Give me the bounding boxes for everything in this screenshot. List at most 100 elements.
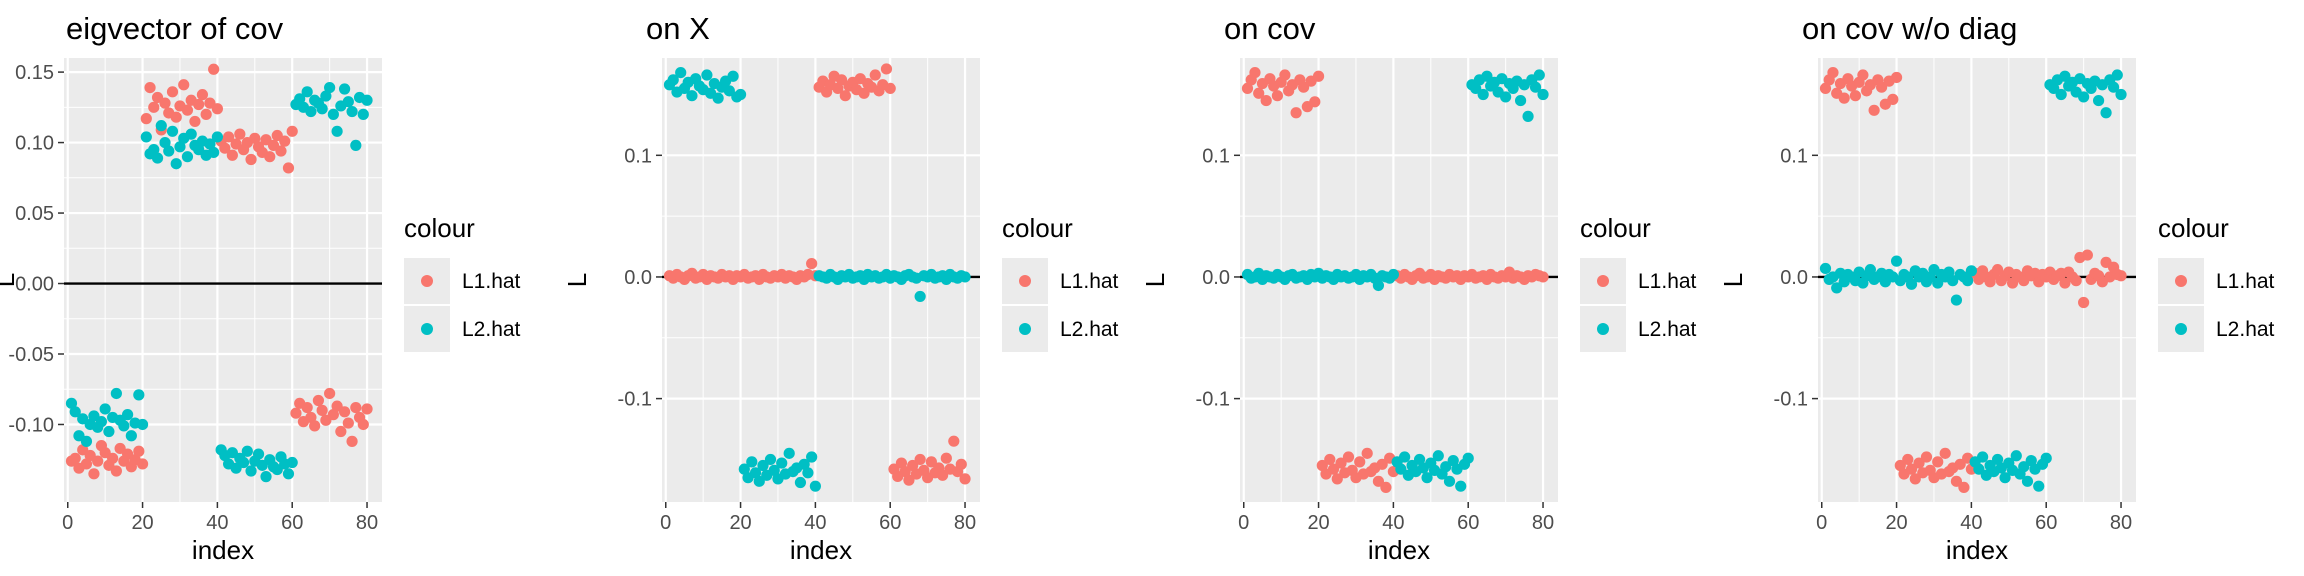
point-l1-hat [903, 474, 915, 486]
point-l2-hat [286, 456, 298, 469]
point-l2-hat [809, 480, 821, 492]
point-l2-hat [163, 145, 175, 157]
point-l1-hat [1991, 264, 2004, 276]
legend-label-l2-hat: L2.hat [2216, 318, 2275, 341]
x-axis-title: index [1368, 535, 1430, 565]
legend-key-l2-hat [1019, 323, 1031, 335]
point-l2-hat [1443, 475, 1456, 487]
point-l2-hat [260, 471, 272, 483]
point-l2-hat [140, 131, 152, 143]
point-l2-hat [1950, 294, 1963, 306]
point-l2-hat [136, 418, 149, 431]
point-l2-hat [346, 105, 358, 118]
point-l2-hat [1932, 277, 1944, 289]
point-l2-hat [1529, 81, 1542, 93]
point-l2-hat [776, 457, 788, 469]
x-tick-label: 20 [1307, 512, 1329, 534]
point-l1-hat [1902, 453, 1914, 466]
point-l1-hat [324, 387, 336, 400]
point-l1-hat [196, 89, 209, 101]
point-l2-hat [768, 464, 780, 476]
point-l1-hat [907, 459, 919, 472]
point-l1-hat [335, 425, 347, 438]
point-l2-hat [185, 128, 197, 140]
point-l2-hat [159, 136, 171, 149]
point-l2-hat [783, 447, 795, 459]
series-l2-hat [1241, 69, 1549, 492]
point-l2-hat [99, 403, 111, 415]
series-l1-hat [1241, 66, 1549, 494]
legend-key-l1-hat [2175, 275, 2187, 287]
point-l2-hat [1991, 453, 2004, 466]
point-l2-hat [1522, 110, 1534, 122]
x-axis-title: index [1946, 535, 2008, 565]
point-l2-hat [1943, 266, 1955, 278]
point-l1-hat [1324, 453, 1336, 466]
point-l1-hat [1920, 451, 1933, 463]
point-l2-hat [667, 74, 679, 86]
point-l1-hat [899, 465, 911, 478]
point-l2-hat [1432, 450, 1444, 462]
legend: colour L1.hat L2.hat [404, 213, 521, 352]
point-l1-hat [342, 417, 354, 429]
panel-title: on X [646, 11, 710, 46]
point-l1-hat [2078, 296, 2090, 309]
point-l1-hat [1890, 71, 1903, 84]
point-l2-hat [1905, 278, 1918, 290]
legend-label-l1-hat: L1.hat [1060, 270, 1119, 293]
point-l1-hat [895, 457, 908, 469]
point-l2-hat [241, 445, 253, 457]
legend-title: colour [1002, 213, 1073, 243]
legend-key-l1-hat [421, 275, 433, 287]
y-axis-title: L [1140, 273, 1170, 287]
point-l2-hat [1514, 94, 1527, 107]
x-tick-label: 40 [1382, 512, 1404, 534]
point-l1-hat [1335, 457, 1347, 469]
point-l1-hat [264, 151, 276, 163]
point-l1-hat [1950, 475, 1963, 487]
point-l1-hat [279, 135, 291, 147]
point-l1-hat [948, 435, 960, 447]
point-l1-hat [914, 453, 926, 466]
point-l2-hat [331, 125, 343, 137]
point-l1-hat [189, 115, 201, 128]
y-tick-label: -0.1 [618, 389, 652, 411]
legend-title: colour [404, 213, 475, 243]
point-l1-hat [858, 87, 870, 99]
x-tick-label: 0 [660, 512, 671, 534]
point-l1-hat [880, 63, 893, 75]
point-l1-hat [835, 74, 848, 86]
point-l1-hat [178, 79, 190, 91]
x-tick-label: 60 [2035, 512, 2057, 534]
point-l2-hat [1864, 264, 1876, 276]
x-tick-label: 0 [1816, 512, 1827, 534]
point-l2-hat [122, 409, 134, 421]
point-l1-hat [193, 98, 205, 111]
point-l2-hat [170, 158, 182, 170]
point-l1-hat [309, 420, 321, 432]
point-l2-hat [1500, 91, 1512, 103]
panel-title: eigvector of cov [66, 11, 284, 46]
point-l1-hat [839, 90, 851, 102]
panel-1: 0 20 40 60 80 -0.10 -0.05 0.00 0.05 0.10 0.15 eigve… [0, 11, 521, 565]
point-l2-hat [1447, 455, 1459, 467]
point-l2-hat [1947, 275, 1959, 287]
y-tick-label: 0.0 [1202, 267, 1230, 289]
point-l1-hat [282, 162, 295, 174]
point-l2-hat [675, 66, 687, 79]
point-l2-hat [237, 456, 250, 469]
point-l1-hat [1354, 456, 1366, 468]
point-l2-hat [324, 82, 336, 94]
legend: colour L1.hat L2.hat [1580, 213, 1697, 352]
y-tick-label: 0.00 [15, 274, 54, 296]
point-l2-hat [1455, 480, 1467, 492]
point-l1-hat [869, 69, 881, 81]
point-l2-hat [204, 138, 216, 150]
point-l2-hat [151, 152, 164, 164]
x-tick-label: 80 [954, 512, 976, 534]
point-l2-hat [727, 70, 739, 82]
point-l1-hat [1894, 459, 1906, 472]
x-tick-label: 40 [1960, 512, 1982, 534]
legend-title: colour [1580, 213, 1651, 243]
